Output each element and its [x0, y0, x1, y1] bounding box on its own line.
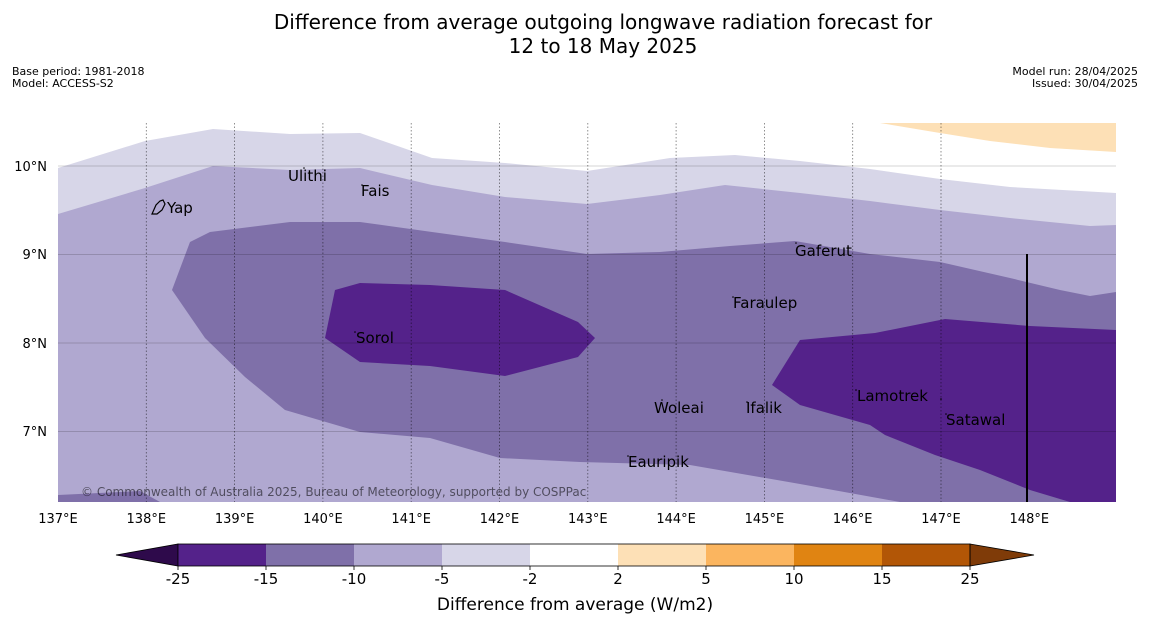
colorbar-segment-8 [794, 544, 882, 566]
title-line-2: 12 to 18 May 2025 [508, 34, 698, 58]
lat-label-9n: 9°N [23, 248, 48, 263]
place-label-ulithi: Ulithi [288, 167, 327, 185]
colorbar-tick-label: 15 [872, 570, 891, 588]
lat-label-7n: 7°N [23, 425, 48, 440]
place-label-faraulep: Faraulep [733, 294, 797, 312]
place-label-lamotrek: Lamotrek [857, 387, 928, 405]
colorbar-tick-labels: -25 -15 -10 -5 -2 2 5 10 15 25 [166, 570, 980, 588]
map-area: Yap Ulithi Fais Gaferut Faraulep Sorol W… [58, 123, 1116, 502]
model-run: Model run: 28/04/2025 [1012, 65, 1138, 78]
place-label-gaferut: Gaferut [795, 242, 852, 260]
lon-label-145e: 145°E [745, 512, 785, 527]
colorbar-max-extension [969, 543, 1035, 567]
place-labels: Yap Ulithi Fais Gaferut Faraulep Sorol W… [166, 167, 1005, 471]
lat-tick-labels: 10°N 9°N 8°N 7°N [14, 160, 47, 440]
base-period: Base period: 1981-2018 [12, 65, 145, 78]
colorbar-tick-label: -10 [342, 570, 367, 588]
place-label-yap: Yap [166, 199, 193, 217]
colorbar-segment-4 [442, 544, 530, 566]
colorbar-tick-label: -5 [435, 570, 450, 588]
colorbar-tick-label: -25 [166, 570, 191, 588]
colorbar-frame [177, 543, 971, 567]
place-label-ifalik: Ifalik [746, 399, 782, 417]
colorbar-segment-2 [266, 544, 354, 566]
issued-date: Issued: 30/04/2025 [1031, 77, 1138, 90]
lon-label-147e: 147°E [921, 512, 961, 527]
copyright-notice: © Commonwealth of Australia 2025, Bureau… [81, 485, 586, 499]
lon-label-148e: 148°E [1010, 512, 1050, 527]
lon-label-142e: 142°E [480, 512, 520, 527]
colorbar-tick-label: 10 [784, 570, 803, 588]
place-label-eauripik: Eauripik [628, 453, 689, 471]
yap-island-outline [151, 199, 166, 215]
atoll-markers [303, 167, 947, 457]
colorbar-label: Difference from average (W/m2) [437, 595, 713, 615]
lon-label-144e: 144°E [656, 512, 696, 527]
lon-gridlines [145, 123, 942, 502]
colorbar-segment-5 [530, 544, 618, 566]
lon-label-146e: 146°E [833, 512, 873, 527]
place-label-satawal: Satawal [946, 411, 1005, 429]
colorbar-segment-1 [178, 544, 266, 566]
place-label-fais: Fais [361, 182, 390, 200]
chart-title: Difference from average outgoing longwav… [0, 10, 1150, 58]
anomaly-region-minus-15-to-25-west [325, 283, 595, 376]
lon-label-138e: 138°E [127, 512, 167, 527]
lon-label-139e: 139°E [215, 512, 255, 527]
model-name: Model: ACCESS-S2 [12, 77, 114, 90]
lat-label-8n: 8°N [23, 337, 48, 352]
anomaly-region-minus-15-to-25-east [772, 319, 1116, 502]
colorbar-segment-7 [706, 544, 794, 566]
colorbar-tick-label: 25 [960, 570, 979, 588]
colorbar-min-extension [115, 543, 179, 567]
colorbar-segment-9 [882, 544, 970, 566]
colorbar-segment-3 [354, 544, 442, 566]
colorbar-tick-label: 2 [613, 570, 623, 588]
place-label-sorol: Sorol [356, 329, 394, 347]
colorbar-tick-label: -15 [254, 570, 279, 588]
lon-tick-labels: 137°E 138°E 139°E 140°E 141°E 142°E 143°… [38, 512, 1049, 527]
lon-label-143e: 143°E [568, 512, 608, 527]
colorbar: -25 -15 -10 -5 -2 2 5 10 15 25 Differenc… [115, 543, 1035, 615]
anomaly-region-minus-10-to-15-corner [58, 491, 160, 502]
lon-label-140e: 140°E [303, 512, 343, 527]
anomaly-region-plus-2-to-5 [880, 123, 1116, 152]
lon-label-137e: 137°E [38, 512, 78, 527]
lon-label-141e: 141°E [391, 512, 431, 527]
colorbar-tick-label: -2 [523, 570, 538, 588]
place-label-woleai: Woleai [654, 399, 704, 417]
title-line-1: Difference from average outgoing longwav… [273, 10, 933, 34]
metadata-left: Base period: 1981-2018 Model: ACCESS-S2 [12, 66, 144, 90]
colorbar-segment-6 [618, 544, 706, 566]
lat-label-10n: 10°N [14, 160, 47, 175]
colorbar-ticks [177, 566, 971, 570]
colorbar-tick-label: 5 [701, 570, 711, 588]
metadata-right: Model run: 28/04/2025 Issued: 30/04/2025 [1012, 66, 1138, 90]
